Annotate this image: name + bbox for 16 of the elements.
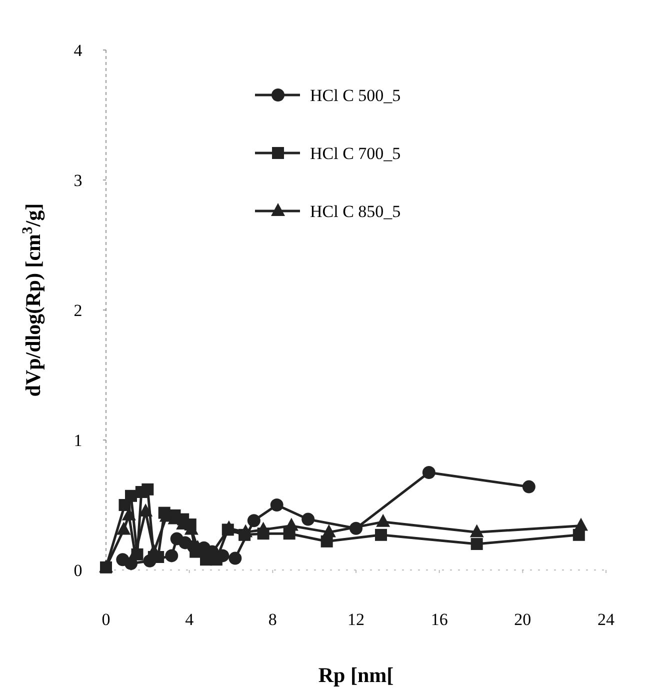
y-tick-label: 4 (74, 40, 83, 60)
y-tick-label: 2 (74, 300, 82, 320)
x-tick-label: 24 (598, 610, 615, 629)
y-tick-label: 3 (74, 170, 82, 190)
legend-label: HCl C 500_5 (310, 86, 401, 105)
x-tick-label: 4 (185, 610, 194, 629)
legend-label: HCl C 700_5 (310, 144, 401, 163)
y-tick-label: 0 (74, 560, 82, 580)
x-axis-title: Rp [nm[ (318, 663, 394, 687)
legend-label: HCl C 850_5 (310, 202, 401, 221)
x-tick-label: 12 (348, 610, 364, 629)
x-tick-label: 0 (102, 610, 110, 629)
x-tick-label: 8 (268, 610, 277, 629)
x-tick-label: 16 (430, 610, 448, 629)
y-tick-label: 1 (74, 430, 82, 450)
x-tick-label: 20 (514, 610, 532, 629)
